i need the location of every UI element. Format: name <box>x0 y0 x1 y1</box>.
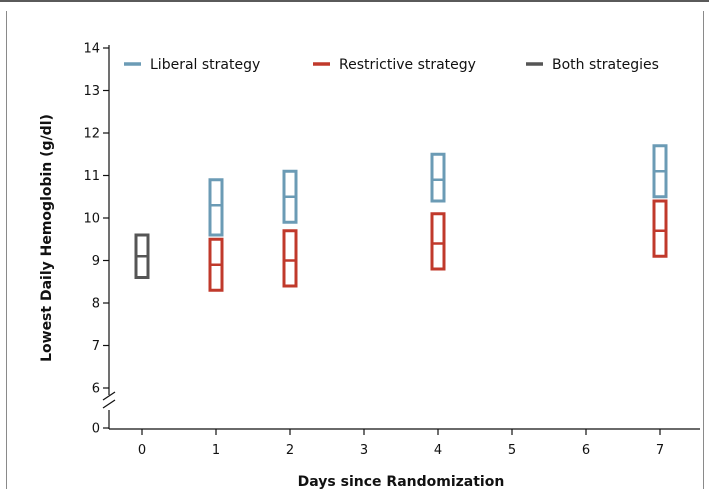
x-tick-label: 2 <box>286 443 294 458</box>
axes <box>102 45 700 430</box>
figure-frame <box>6 11 704 489</box>
legend-label: Liberal strategy <box>150 57 260 73</box>
y-tick-label: 0 <box>92 422 100 437</box>
x-tick-label: 7 <box>656 443 664 458</box>
y-tick-label: 10 <box>83 212 100 227</box>
box-mark <box>208 237 224 292</box>
box-mark <box>652 199 668 258</box>
y-tick-label: 14 <box>83 42 100 57</box>
legend-label: Restrictive strategy <box>339 57 476 73</box>
box-mark <box>282 169 298 224</box>
x-tick-label: 5 <box>508 443 516 458</box>
x-tick-label: 1 <box>212 443 220 458</box>
box-mark <box>208 178 224 237</box>
legend-item: Liberal strategy <box>124 57 260 73</box>
y-tick-label: 13 <box>83 84 100 99</box>
box-mark <box>282 229 298 288</box>
y-axis-ticks: 0 6 7 8 9 10 11 12 13 14 <box>83 42 109 437</box>
box-range <box>282 229 298 288</box>
box-mark <box>652 144 668 199</box>
axis-break-mark <box>102 399 116 409</box>
y-axis-title: Lowest Daily Hemoglobin (g/dl) <box>39 114 55 362</box>
axis-break-mark <box>102 391 116 401</box>
top-rule <box>0 0 709 2</box>
box-range <box>430 212 446 271</box>
x-tick-label: 6 <box>582 443 590 458</box>
box-mark <box>430 212 446 271</box>
x-tick-label: 3 <box>360 443 368 458</box>
x-axis-title: Days since Randomization <box>298 474 505 489</box>
y-tick-label: 8 <box>92 297 100 312</box>
y-tick-label: 12 <box>83 127 100 142</box>
box-mark <box>430 152 446 203</box>
x-tick-label: 4 <box>434 443 442 458</box>
x-tick-label: 0 <box>138 443 146 458</box>
legend-label: Both strategies <box>552 57 659 73</box>
y-tick-label: 11 <box>83 169 100 184</box>
legend-item: Both strategies <box>526 57 659 73</box>
box-range <box>652 199 668 258</box>
data-boxes <box>134 144 668 292</box>
y-tick-label: 7 <box>92 339 100 354</box>
y-tick-label: 9 <box>92 254 100 269</box>
legend: Liberal strategy Restrictive strategy Both… <box>124 57 659 73</box>
x-axis-ticks: 0 1 2 3 4 5 6 7 <box>138 429 664 458</box>
box-range <box>208 178 224 237</box>
box-mark <box>134 233 150 279</box>
legend-item: Restrictive strategy <box>313 57 476 73</box>
y-tick-label: 6 <box>92 382 100 397</box>
box-range <box>430 152 446 203</box>
